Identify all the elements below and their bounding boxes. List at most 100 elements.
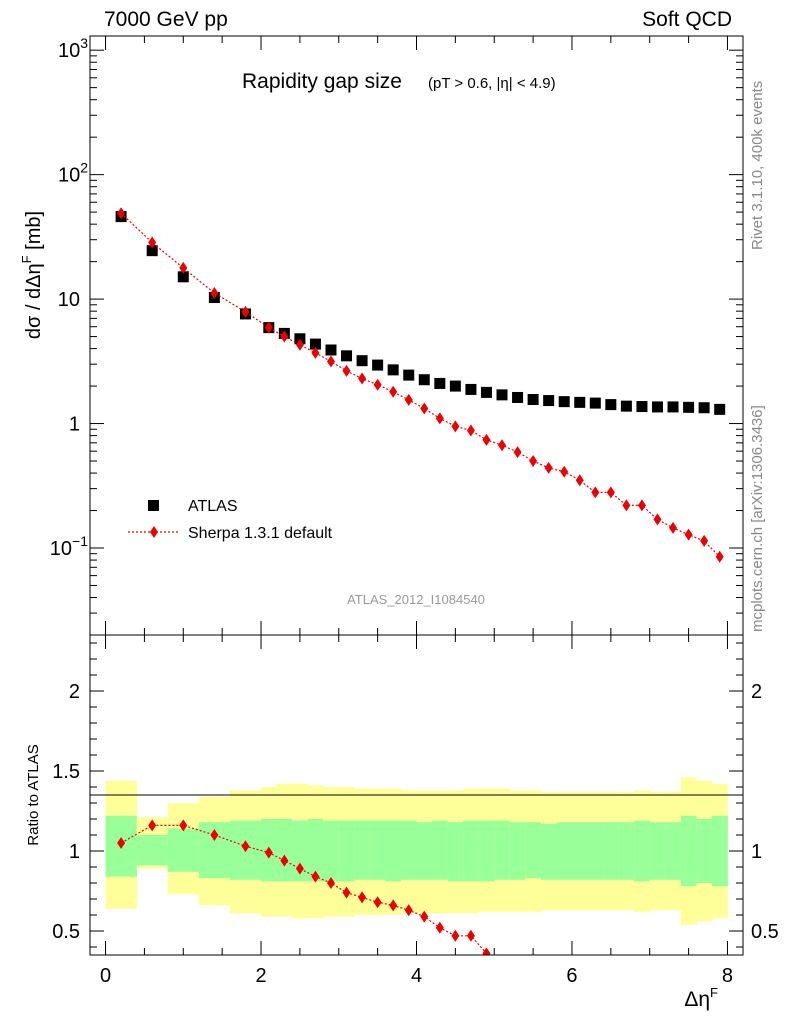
inner-band-bin	[571, 822, 588, 880]
sherpa-ratio-point	[326, 877, 335, 889]
inner-band-bin	[276, 819, 293, 882]
atlas-data-point	[589, 397, 601, 409]
sherpa-prediction-point	[358, 372, 367, 385]
sherpa-ratio-point	[466, 929, 475, 942]
sherpa-prediction-point	[669, 521, 678, 534]
legend-sherpa-marker	[150, 526, 158, 538]
watermark: ATLAS_2012_I1084540	[347, 592, 485, 607]
atlas-data-point	[309, 338, 321, 350]
top-y-tick-label-base: 10	[58, 289, 80, 311]
atlas-data-point	[683, 401, 695, 413]
top-y-tick-label: 10−1	[50, 533, 88, 560]
sherpa-ratio-point	[148, 819, 157, 832]
atlas-data-point	[356, 355, 368, 367]
sherpa-prediction-point	[622, 499, 631, 512]
x-tick-label: 6	[566, 965, 577, 987]
ratio-panel-series	[117, 819, 491, 955]
top-y-axis-label-main: dσ / dΔη	[23, 263, 45, 339]
inner-band-bin	[292, 820, 309, 882]
sherpa-ratio-point	[311, 870, 320, 883]
inner-band-bin	[556, 822, 573, 880]
inner-band-bin	[680, 815, 697, 887]
sherpa-ratio-point	[373, 896, 382, 909]
top-y-tick-label: 1	[69, 414, 80, 436]
ratio-y-tick-label-left: 2	[69, 681, 80, 703]
inner-band-bin	[618, 822, 635, 880]
top-y-tick-label-base: 10	[50, 538, 72, 560]
inner-band-bin	[136, 835, 169, 866]
sherpa-prediction-point	[560, 465, 569, 478]
ratio-y-tick-label-left: 1	[69, 841, 80, 863]
atlas-data-point	[372, 359, 384, 371]
sherpa-prediction-point	[715, 550, 724, 563]
atlas-data-point	[543, 395, 555, 407]
sherpa-prediction-point	[311, 346, 320, 359]
sherpa-ratio-point	[117, 837, 126, 849]
sherpa-prediction-point	[544, 461, 553, 474]
sherpa-prediction-point	[326, 355, 335, 368]
ratio-y-tick-label-left: 1.5	[52, 761, 80, 783]
inner-band-bin	[665, 822, 682, 880]
sherpa-prediction-point	[404, 393, 413, 406]
atlas-data-point	[698, 402, 710, 414]
uncertainty-bands	[105, 777, 728, 925]
sherpa-prediction-point	[295, 338, 304, 351]
atlas-data-point	[418, 374, 430, 386]
inner-band-bin	[587, 822, 604, 880]
sherpa-prediction-point	[482, 433, 491, 446]
sherpa-prediction-point	[466, 424, 475, 437]
x-tick-label: 4	[411, 965, 422, 987]
atlas-data-point	[496, 389, 508, 401]
sherpa-ratio-point	[241, 840, 250, 853]
sherpa-prediction-point	[241, 305, 250, 318]
sherpa-ratio-point	[280, 854, 289, 867]
sherpa-ratio-point	[264, 846, 273, 859]
atlas-data-point	[620, 400, 632, 412]
atlas-data-point	[574, 396, 586, 408]
atlas-data-point	[177, 271, 189, 283]
x-tick-label: 8	[722, 965, 733, 987]
atlas-data-point	[325, 344, 337, 356]
sherpa-prediction-point	[435, 412, 444, 425]
legend: ATLAS Sherpa 1.3.1 default	[128, 498, 333, 542]
x-axis-label: ΔηF	[684, 985, 718, 1011]
atlas-data-point	[434, 377, 446, 389]
top-y-axis-label-sup: F	[19, 255, 34, 263]
atlas-data-point	[605, 399, 617, 411]
sherpa-prediction-point	[591, 486, 600, 499]
x-tick-label: 2	[255, 965, 266, 987]
inner-band-bin	[525, 822, 542, 879]
sherpa-prediction-point	[179, 261, 188, 274]
header-right-label: Soft QCD	[642, 8, 732, 31]
sherpa-ratio-point	[451, 929, 460, 942]
inner-band-bin	[478, 820, 495, 882]
top-y-tick-label-exponent: 3	[80, 35, 88, 51]
inner-band-bin	[354, 820, 371, 880]
sherpa-prediction-point	[420, 402, 429, 415]
sherpa-prediction-point	[575, 474, 584, 487]
axis-ticks	[90, 36, 743, 955]
sherpa-ratio-point	[295, 862, 304, 875]
inner-band-bin	[634, 820, 651, 882]
legend-sherpa-label: Sherpa 1.3.1 default	[188, 525, 333, 542]
inner-band-bin	[509, 822, 526, 880]
sherpa-prediction-point	[513, 446, 522, 459]
sherpa-ratio-point	[179, 819, 188, 832]
ratio-y-axis-label: Ratio to ATLAS	[25, 744, 42, 845]
top-y-tick-label-exponent: −1	[72, 533, 88, 549]
atlas-data-point	[527, 394, 539, 406]
inner-band-bin	[432, 820, 448, 880]
atlas-data-point	[449, 380, 461, 392]
sherpa-prediction-point	[210, 286, 219, 299]
atlas-data-point	[667, 401, 679, 413]
x-axis-label-sup: F	[710, 985, 718, 1000]
inner-band-bin	[400, 820, 417, 880]
top-y-tick-label-base: 1	[69, 414, 80, 436]
sherpa-ratio-point	[435, 921, 444, 934]
atlas-data-point	[558, 396, 570, 408]
sherpa-prediction-point	[148, 236, 157, 249]
atlas-data-point	[146, 245, 158, 257]
top-y-tick-label-exponent: 2	[80, 160, 88, 176]
top-y-tick-label: 10	[58, 289, 80, 311]
inner-band-bin	[711, 815, 728, 887]
